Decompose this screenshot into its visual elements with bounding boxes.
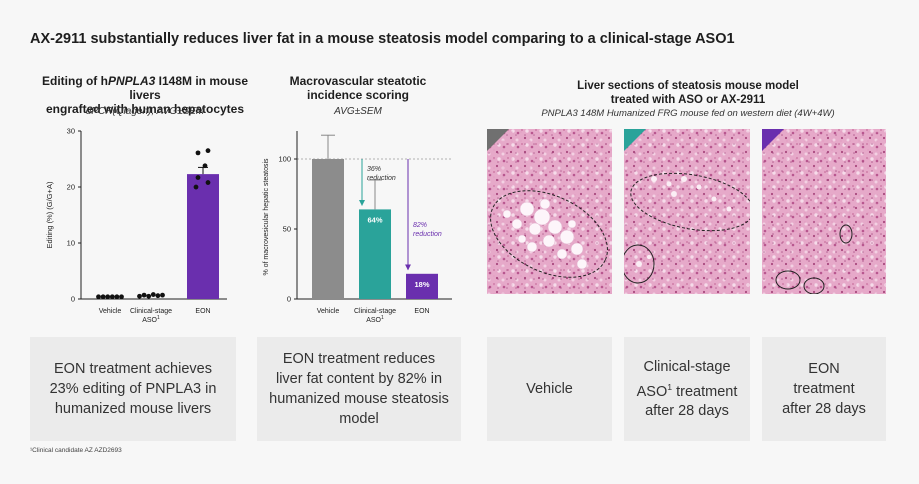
bar bbox=[187, 174, 219, 299]
panel1-title-pre: Editing of h bbox=[41, 74, 108, 88]
liver-section-vehicle bbox=[487, 129, 612, 294]
data-point bbox=[100, 294, 106, 300]
x-tick-label: Clinical-stage bbox=[130, 308, 172, 315]
panel3-title: Liver sections of steatosis mouse model … bbox=[488, 79, 888, 107]
x-tick-label: ASO1 bbox=[142, 315, 160, 324]
y-axis-label: Editing (%) (G/G+A) bbox=[45, 181, 54, 248]
caption-card-aso: Clinical-stage ASO1 treatment after 28 d… bbox=[624, 337, 750, 441]
y-tick-label: 100 bbox=[278, 155, 291, 164]
caption-line3: after 28 days bbox=[645, 403, 729, 420]
data-point bbox=[137, 293, 142, 299]
y-tick-label: 20 bbox=[67, 183, 75, 192]
caption-text: Clinical-stage ASO1 treatment after 28 d… bbox=[637, 357, 738, 422]
caption-aso: ASO bbox=[636, 383, 668, 400]
data-point bbox=[155, 293, 161, 299]
data-point bbox=[114, 294, 120, 300]
data-point bbox=[105, 294, 111, 300]
caption-card-vehicle: Vehicle bbox=[487, 337, 612, 441]
corner-marker bbox=[624, 129, 646, 151]
reduction-label-aso: reduction bbox=[367, 175, 396, 182]
data-point bbox=[205, 148, 211, 154]
data-point bbox=[205, 180, 211, 185]
caption-text: Vehicle bbox=[526, 381, 573, 397]
x-tick-label: EON bbox=[414, 308, 429, 315]
data-point bbox=[160, 292, 165, 298]
x-tick-label: ASO1 bbox=[366, 315, 384, 324]
data-point bbox=[146, 293, 152, 299]
y-tick-label: 10 bbox=[67, 239, 75, 248]
bar-value-label: 64% bbox=[367, 215, 382, 224]
corner-marker bbox=[487, 129, 509, 151]
reduction-label-aso: 36% bbox=[367, 166, 381, 173]
data-point bbox=[193, 184, 199, 190]
liver-section-aso bbox=[624, 129, 750, 294]
x-tick-label: EON bbox=[195, 308, 210, 315]
liver-section-eon bbox=[762, 129, 886, 294]
caption-card-steatosis: EON treatment reduces liver fat content … bbox=[257, 337, 461, 441]
x-tick-label: Vehicle bbox=[317, 308, 340, 315]
caption-line2: ASO1 treatment bbox=[637, 377, 738, 402]
panel2-title: Macrovascular steatotic incidence scorin… bbox=[258, 74, 458, 102]
bar bbox=[359, 209, 391, 299]
panel2-subtitle: AVG±SEM bbox=[334, 106, 382, 117]
panel3-subtitle: PNPLA3 148M Humanized FRG mouse fed on w… bbox=[541, 108, 835, 119]
panel1-title-line2: engrafted with human hepatocytes bbox=[45, 102, 245, 116]
panel1-subtitle: dPCR(Qiagen), AVG±SEM bbox=[85, 106, 205, 117]
y-tick-label: 0 bbox=[287, 295, 291, 304]
y-tick-label: 50 bbox=[283, 225, 291, 234]
caption-treatment: treatment bbox=[672, 383, 738, 400]
data-point bbox=[202, 163, 208, 169]
y-axis-label: % of macrovesicular hepatic steatosis bbox=[263, 158, 270, 276]
panel1-title-gene: PNPLA3 bbox=[107, 74, 156, 88]
panel1-title: Editing of hPNPLA3 I148M in mouse livers… bbox=[30, 74, 260, 116]
caption-text: EON treatment achieves 23% editing of PN… bbox=[49, 361, 217, 417]
reduction-label-eon: reduction bbox=[413, 231, 442, 238]
data-point bbox=[195, 175, 201, 180]
data-point bbox=[150, 292, 156, 297]
x-tick-label: Clinical-stage bbox=[354, 308, 396, 315]
caption-line3: after 28 days bbox=[782, 401, 866, 417]
bar bbox=[406, 273, 438, 299]
editing-chart: 0 10 20 30 Editing (%) (G/G+A) Vehicle Clinica… bbox=[45, 127, 227, 324]
bar-value-label: 18% bbox=[414, 280, 429, 289]
reduction-label-eon: 82% bbox=[413, 222, 427, 229]
y-tick-label: 30 bbox=[67, 127, 75, 136]
data-point bbox=[195, 150, 201, 156]
steatosis-chart: 0 50 100 % of macrovesicular hepatic steato… bbox=[263, 131, 452, 324]
caption-line2: treatment bbox=[793, 381, 855, 397]
corner-marker bbox=[762, 129, 784, 151]
data-point bbox=[96, 294, 101, 300]
caption-line1: EON bbox=[808, 361, 840, 377]
footnote: ¹Clinical candidate AZ AZD2693 bbox=[30, 447, 122, 454]
data-point bbox=[119, 294, 124, 300]
panel1-title-post: I148M in mouse livers bbox=[129, 74, 249, 102]
panel2-title-line2: incidence scoring bbox=[306, 88, 410, 102]
caption-card-eon: EON treatment after 28 days bbox=[762, 337, 886, 441]
x-tick-label: Vehicle bbox=[99, 308, 122, 315]
data-point bbox=[141, 292, 147, 298]
caption-line1: Clinical-stage bbox=[643, 358, 731, 375]
panel2-title-line1: Macrovascular steatotic bbox=[289, 74, 427, 88]
data-point bbox=[109, 294, 115, 300]
caption-text: EON treatment reduces liver fat content … bbox=[269, 351, 449, 427]
bar bbox=[312, 159, 344, 299]
caption-sup: 1 bbox=[667, 381, 673, 392]
y-tick-label: 0 bbox=[71, 295, 75, 304]
page-title: AX-2911 substantially reduces liver fat … bbox=[30, 31, 735, 47]
panel3-title-line2: treated with ASO or AX-2911 bbox=[610, 94, 766, 106]
caption-text: EON treatment after 28 days bbox=[782, 359, 866, 419]
caption-card-editing: EON treatment achieves 23% editing of PN… bbox=[30, 337, 236, 441]
panel3-title-line1: Liver sections of steatosis mouse model bbox=[577, 80, 799, 92]
